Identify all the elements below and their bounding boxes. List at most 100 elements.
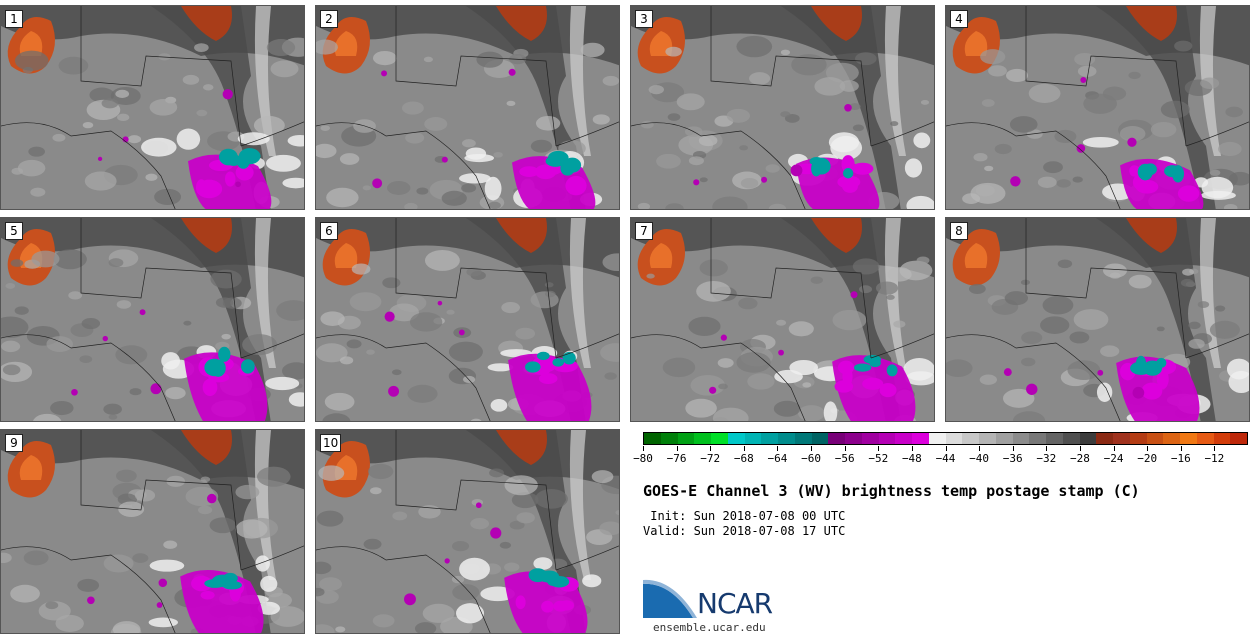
colorbar-segment — [962, 433, 979, 444]
colorbar-segment — [1113, 433, 1130, 444]
colorbar-tick — [1214, 446, 1216, 451]
colorbar-tick — [878, 446, 880, 451]
colorbar-segment — [895, 433, 912, 444]
colorbar-tick — [1012, 446, 1014, 451]
colorbar-segment — [861, 433, 879, 444]
colorbar-tick-label: −80 — [633, 452, 653, 465]
stamp-panel-4: 4 — [945, 5, 1250, 210]
stamp-panel-8: 8 — [945, 217, 1250, 422]
panel-number: 5 — [5, 222, 23, 240]
panel-number: 9 — [5, 434, 23, 452]
colorbar-tick-label: −76 — [666, 452, 687, 465]
colorbar-tick — [777, 446, 779, 451]
stamp-panel-5: 5 — [0, 217, 305, 422]
colorbar-tick-label: −64 — [767, 452, 788, 465]
colorbar-segment — [912, 433, 929, 444]
colorbar-tick — [911, 446, 913, 451]
colorbar-tick-label: −24 — [1103, 452, 1124, 465]
colorbar-tick-label: −16 — [1170, 452, 1191, 465]
colorbar-segment — [995, 433, 1013, 444]
stamp-panel-7: 7 — [630, 217, 935, 422]
wv-imagery — [1, 6, 304, 209]
colorbar-tick — [1079, 446, 1081, 451]
colorbar-segment — [1146, 433, 1164, 444]
colorbar-tick — [945, 446, 947, 451]
colorbar-tick — [979, 446, 981, 451]
colorbar-segment — [1196, 433, 1214, 444]
valid-time: Valid: Sun 2018-07-08 17 UTC — [643, 524, 846, 538]
init-time: Init: Sun 2018-07-08 00 UTC — [643, 509, 846, 523]
stamp-panel-1: 1 — [0, 5, 305, 210]
colorbar-tick-label: −40 — [969, 452, 990, 465]
wv-imagery — [1, 430, 304, 633]
colorbar-segment — [878, 433, 896, 444]
colorbar-segment — [811, 433, 829, 444]
colorbar-segment — [945, 433, 963, 444]
colorbar-segment — [727, 433, 745, 444]
wv-imagery — [631, 6, 934, 209]
colorbar-tick — [1147, 446, 1149, 451]
colorbar-tick-label: −28 — [1070, 452, 1090, 465]
colorbar-tick-label: −56 — [834, 452, 855, 465]
ncar-logo-icon — [643, 579, 697, 618]
colorbar-segment — [778, 433, 795, 444]
stamp-panel-10: 10 — [315, 429, 620, 634]
wv-imagery — [1, 218, 304, 421]
panel-number: 4 — [950, 10, 968, 28]
wv-imagery — [316, 218, 619, 421]
colorbar-segment — [660, 433, 678, 444]
stamp-panel-9: 9 — [0, 429, 305, 634]
colorbar-tick-label: −52 — [868, 452, 889, 465]
colorbar-segment — [677, 433, 695, 444]
colorbar-segment — [928, 433, 946, 444]
wv-imagery — [316, 430, 619, 633]
figure-title: GOES-E Channel 3 (WV) brightness temp po… — [643, 482, 1140, 500]
colorbar-tick-label: −44 — [935, 452, 956, 465]
colorbar-segment — [1213, 433, 1231, 444]
colorbar-tick — [844, 446, 846, 451]
colorbar-segment — [1096, 433, 1113, 444]
colorbar-tick-label: −20 — [1137, 452, 1158, 465]
colorbar-tick-label: −60 — [801, 452, 821, 465]
colorbar-segment — [1012, 433, 1030, 444]
colorbar-tick — [1180, 446, 1182, 451]
colorbar-segment — [979, 433, 996, 444]
colorbar-tick — [643, 446, 644, 451]
stamp-panel-6: 6 — [315, 217, 620, 422]
colorbar-segment — [694, 433, 711, 444]
colorbar-segment — [1029, 433, 1046, 444]
colorbar-segment — [1079, 433, 1097, 444]
wv-imagery — [946, 6, 1249, 209]
panel-number: 3 — [635, 10, 653, 28]
colorbar-segment — [1230, 433, 1247, 444]
colorbar-tick-label: −72 — [700, 452, 721, 465]
colorbar-tick — [1113, 446, 1115, 451]
colorbar-segment — [794, 433, 812, 444]
colorbar-tick-label: −48 — [901, 452, 922, 465]
colorbar-tick-label: −68 — [733, 452, 754, 465]
colorbar-tick — [676, 446, 678, 451]
colorbar-segment — [828, 433, 845, 444]
colorbar-segment — [1129, 433, 1147, 444]
colorbar — [643, 432, 1248, 445]
panel-number: 8 — [950, 222, 968, 240]
wv-imagery — [631, 218, 934, 421]
colorbar-tick-label: −36 — [1002, 452, 1023, 465]
colorbar-tick-label: −32 — [1036, 452, 1057, 465]
colorbar-tick-label: −12 — [1204, 452, 1225, 465]
colorbar-tick — [811, 446, 813, 451]
colorbar-tick — [710, 446, 712, 451]
wv-imagery — [946, 218, 1249, 421]
panel-number: 7 — [635, 222, 653, 240]
colorbar-tick — [1046, 446, 1048, 451]
colorbar-segment — [1046, 433, 1063, 444]
panel-number: 2 — [320, 10, 338, 28]
colorbar-segment — [744, 433, 762, 444]
colorbar-tick — [743, 446, 745, 451]
colorbar-segment — [1163, 433, 1180, 444]
colorbar-segment — [711, 433, 728, 444]
stamp-panel-2: 2 — [315, 5, 620, 210]
colorbar-segment — [1180, 433, 1197, 444]
panel-number: 1 — [5, 10, 23, 28]
colorbar-segment — [761, 433, 778, 444]
